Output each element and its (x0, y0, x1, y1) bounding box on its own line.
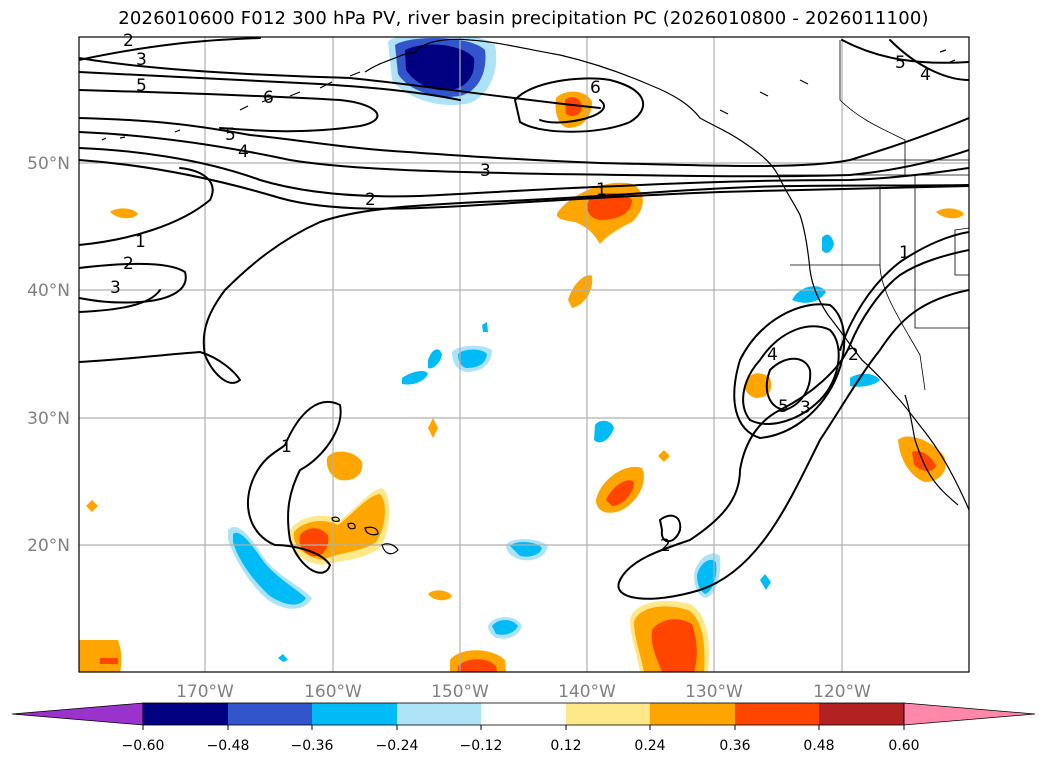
lon-tick-label: 160°W (304, 682, 362, 702)
map-frame (78, 36, 970, 673)
contour-label: 2 (123, 31, 134, 51)
lon-tick-label: 170°W (176, 682, 234, 702)
colorbar-tick-label: 0.48 (803, 738, 834, 754)
contour-label: 1 (281, 437, 292, 457)
lon-tick-label: 140°W (558, 682, 616, 702)
colorbar-extend-max (903, 702, 1036, 726)
colorbar-tick-label: 0.36 (719, 738, 750, 754)
lat-tick-label: 40°N (27, 281, 70, 301)
map-panel: 2 3 5 6 5 4 6 3 2 1 1 2 3 1 4 5 3 2 2 1 … (78, 31, 970, 673)
colorbar-tick-label: −0.12 (460, 738, 503, 754)
colorbar-tick-label: −0.36 (291, 738, 334, 754)
lat-tick-label: 30°N (27, 409, 70, 429)
lon-tick-label: 130°W (685, 682, 743, 702)
contour-label: 3 (480, 161, 491, 181)
contour-label: 5 (225, 125, 236, 145)
contour-label: 6 (263, 88, 274, 108)
contour-label: 5 (778, 397, 789, 417)
contour-label: 4 (920, 65, 931, 85)
colorbar-bin (397, 703, 481, 725)
contour-label: 3 (800, 398, 811, 418)
contour-label: 1 (135, 232, 146, 252)
latitude-ticks: 50°N 40°N 30°N 20°N (27, 154, 70, 556)
colorbar-tick-label: 0.12 (550, 738, 581, 754)
colorbar-ticks: −0.60 −0.48 −0.36 −0.24 −0.12 0.12 0.24 … (122, 725, 920, 754)
lon-tick-label: 150°W (431, 682, 489, 702)
contour-label: 2 (365, 190, 376, 210)
colorbar-tick-label: −0.48 (207, 738, 250, 754)
colorbar-tick-label: −0.24 (376, 738, 419, 754)
contour-label: 5 (895, 53, 906, 73)
colorbar-tick-label: −0.60 (122, 738, 165, 754)
precip-anomaly-shading (79, 37, 964, 672)
lon-tick-label: 120°W (813, 682, 871, 702)
colorbar-bin (650, 703, 735, 725)
pv-contours (79, 37, 969, 600)
lat-tick-label: 20°N (27, 536, 70, 556)
colorbar-bin (819, 703, 904, 725)
contour-label: 2 (848, 345, 859, 365)
contour-label: 2 (660, 536, 671, 556)
contour-label: 3 (110, 278, 121, 298)
map-title: 2026010600 F012 300 hPa PV, river basin … (118, 8, 929, 29)
coastlines (101, 38, 969, 555)
contour-label: 5 (136, 76, 147, 96)
colorbar-tick-label: 0.60 (888, 738, 919, 754)
lat-tick-label: 50°N (27, 154, 70, 174)
contour-label: 3 (136, 50, 147, 70)
colorbar-tick-label: 0.24 (634, 738, 665, 754)
colorbar-bin (481, 703, 566, 725)
contour-label: 1 (596, 180, 607, 200)
colorbar-bin (312, 703, 397, 725)
contour-label: 2 (123, 254, 134, 274)
colorbar-bin (566, 703, 650, 725)
longitude-ticks: 170°W 160°W 150°W 140°W 130°W 120°W (176, 682, 871, 702)
pv-contour-labels: 2 3 5 6 5 4 6 3 2 1 1 2 3 1 4 5 3 2 2 1 … (110, 31, 931, 556)
contour-label: 6 (590, 78, 601, 98)
contour-label: 4 (238, 142, 249, 162)
colorbar-bin (735, 703, 819, 725)
contour-label: 1 (899, 243, 910, 263)
contour-label: 4 (767, 345, 778, 365)
colorbar-extend-min (11, 702, 144, 726)
colorbar-bin (228, 703, 312, 725)
colorbar-bin (143, 703, 228, 725)
colorbar: −0.60 −0.48 −0.36 −0.24 −0.12 0.12 0.24 … (11, 702, 1036, 754)
